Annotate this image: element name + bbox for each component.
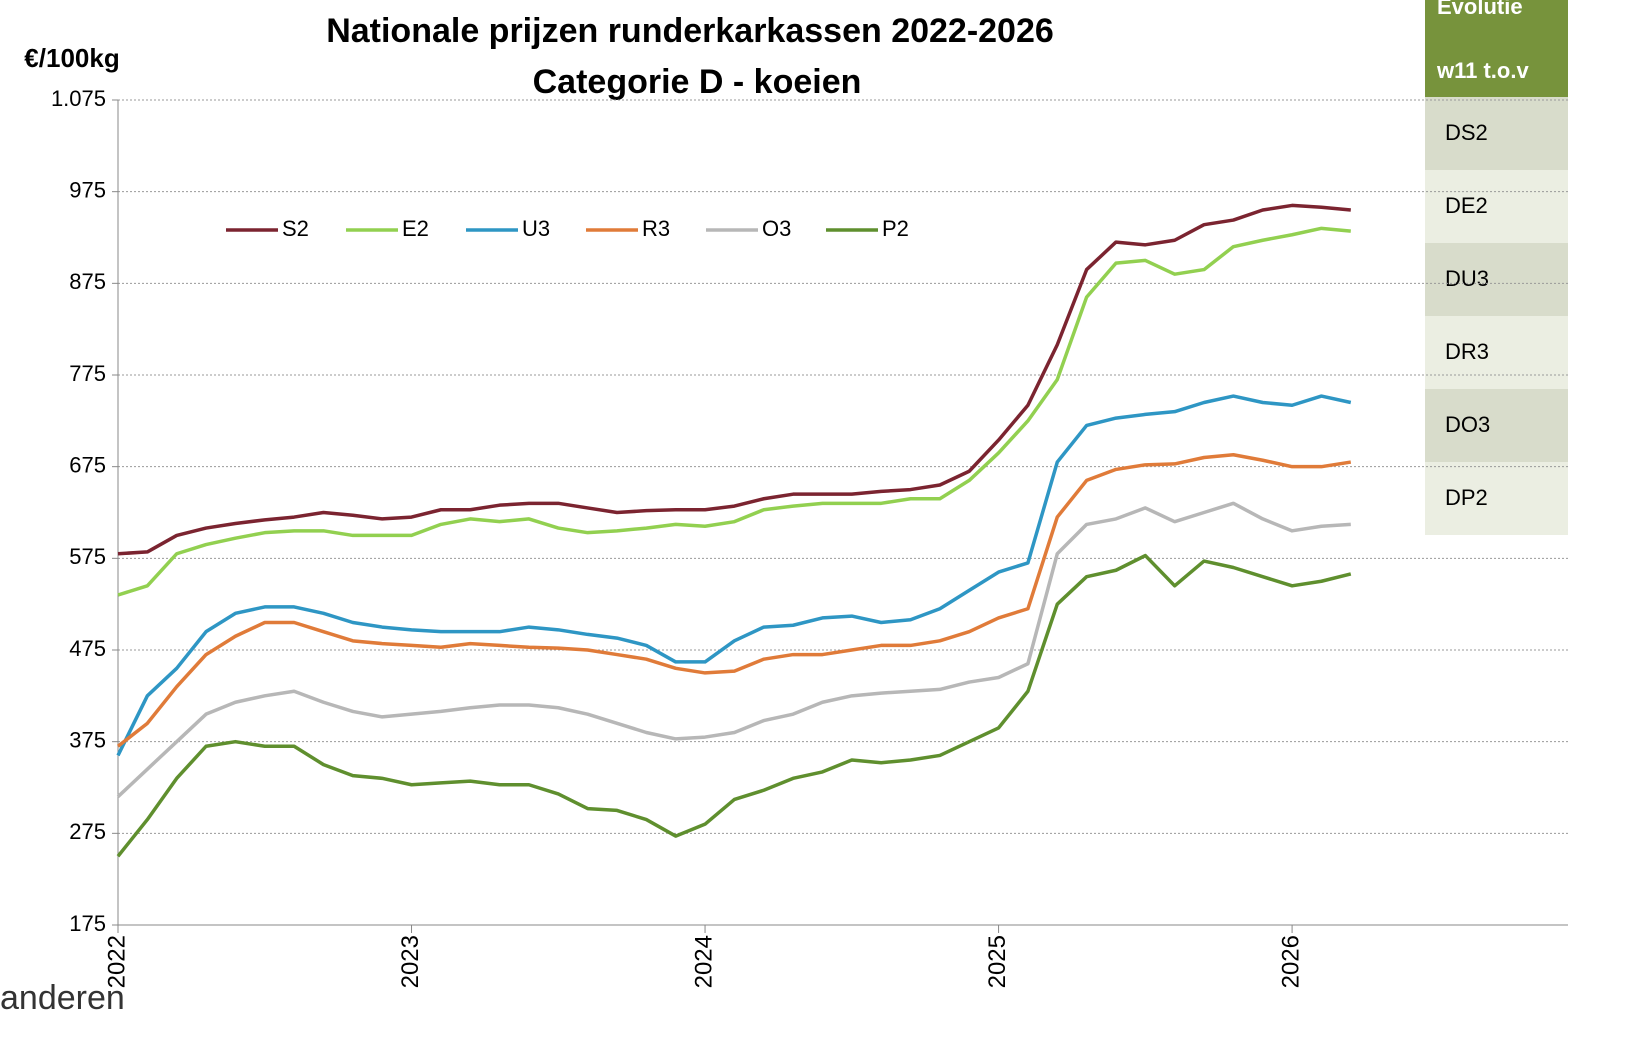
x-tick-label: 2025: [984, 935, 1011, 988]
table-cell: DR3: [1445, 339, 1489, 364]
y-tick-label: 175: [69, 911, 106, 936]
y-tick-label: 375: [69, 727, 106, 752]
legend-label: O3: [762, 216, 791, 241]
x-tick-label: 2023: [397, 935, 424, 988]
table-cell: DS2: [1445, 120, 1488, 145]
table-cell: DO3: [1445, 412, 1490, 437]
table-header-text: w11 t.o.v: [1436, 58, 1529, 83]
series-line: [116, 501, 1351, 798]
y-axis-label: €/100kg: [24, 43, 119, 73]
x-tick-label: 2026: [1277, 935, 1304, 988]
x-tick-label: 2024: [690, 935, 717, 988]
y-tick-label: 275: [69, 819, 106, 844]
y-tick-label: 775: [69, 361, 106, 386]
chart-subtitle: Categorie D - koeien: [533, 63, 862, 101]
series-line: [117, 226, 1351, 597]
y-tick-label: 575: [69, 544, 106, 569]
x-tick-label: 2022: [103, 935, 130, 988]
logo: anderen: [0, 979, 125, 1017]
table-row: [1425, 462, 1568, 535]
table-header-text: Evolutie: [1437, 0, 1523, 19]
series-line: [116, 453, 1352, 748]
series-line: [116, 553, 1352, 858]
legend-label: S2: [282, 216, 309, 241]
legend-label: P2: [882, 216, 909, 241]
table-row: [1425, 243, 1568, 316]
y-tick-label: 975: [69, 177, 106, 202]
y-tick-label: 475: [69, 636, 106, 661]
series-line: [116, 394, 1352, 757]
table-cell: DU3: [1445, 266, 1489, 291]
table-row: [1425, 316, 1568, 389]
chart-title: Nationale prijzen runderkarkassen 2022-2…: [326, 12, 1054, 50]
series-line: [117, 203, 1351, 556]
y-tick-label: 875: [69, 269, 106, 294]
legend-label: E2: [402, 216, 429, 241]
y-tick-label: 1.075: [51, 86, 106, 111]
table-header: [1425, 0, 1568, 97]
table-row: [1425, 389, 1568, 462]
table-cell: DE2: [1445, 193, 1488, 218]
table-cell: DP2: [1445, 485, 1488, 510]
y-tick-label: 675: [69, 452, 106, 477]
legend-label: R3: [642, 216, 670, 241]
legend-label: U3: [522, 216, 550, 241]
table-row: [1425, 170, 1568, 243]
table: Evolutie w11 t.o.v DS2 DE2 DU3 DR3 DO3 DP2: [1425, 0, 1568, 535]
table-row: [1425, 97, 1568, 170]
